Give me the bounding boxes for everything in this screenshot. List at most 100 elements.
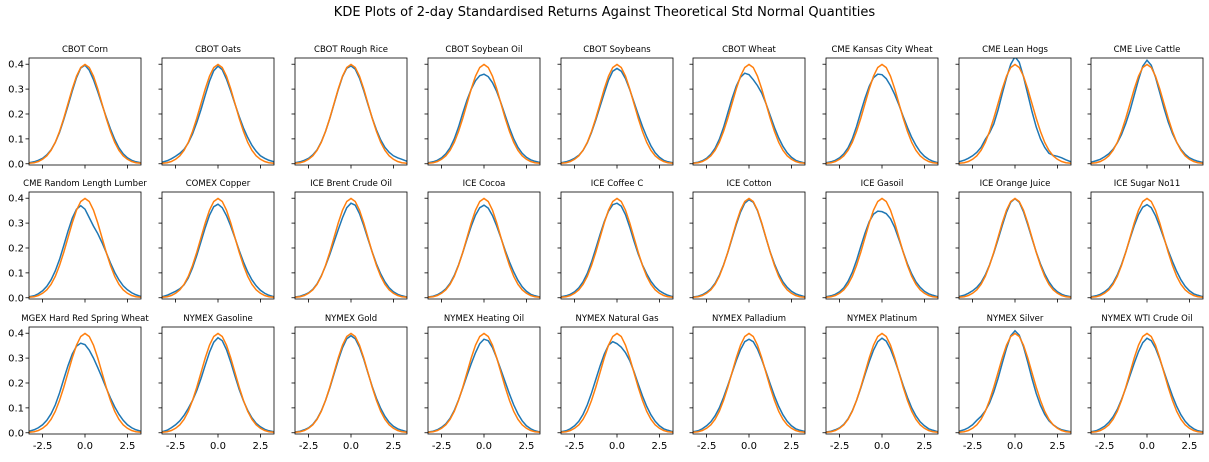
kde-line [295, 202, 407, 298]
x-tick-label: 2.5 [916, 441, 932, 452]
normal-line [959, 332, 1071, 434]
subplot: NYMEX Silver -2.5 0.0 2.5 [955, 314, 1072, 452]
kde-line [826, 210, 938, 298]
x-tick-label: -2.5 [697, 441, 717, 452]
subplot: CME Lean Hogs [955, 45, 1072, 169]
kde-line [29, 64, 141, 164]
subplot: NYMEX Natural Gas -2.5 0.0 2.5 [557, 314, 674, 452]
axes-frame [1090, 57, 1204, 166]
normal-line [428, 197, 540, 299]
y-tick-label: 0.2 [8, 243, 24, 254]
normal-line [561, 63, 673, 165]
axes-frame [825, 326, 939, 435]
axes-frame [692, 191, 806, 300]
normal-line [428, 63, 540, 165]
axes-frame [28, 191, 142, 300]
y-tick-label: 0.3 [8, 85, 24, 96]
subplot: CBOT Wheat [689, 45, 806, 169]
kde-line [693, 338, 805, 433]
x-tick-label: -2.5 [830, 441, 850, 452]
normal-line [826, 197, 938, 299]
kde-line [693, 198, 805, 298]
normal-line [162, 63, 274, 165]
subplot-title: NYMEX Palladium [712, 314, 786, 324]
subplot: NYMEX Heating Oil -2.5 0.0 2.5 [424, 314, 541, 452]
kde-line [561, 340, 673, 433]
normal-line [693, 63, 805, 165]
x-tick-label: 2.5 [783, 441, 799, 452]
kde-line [295, 65, 407, 164]
subplot-title: NYMEX Heating Oil [444, 314, 524, 324]
subplot: CME Kansas City Wheat [822, 45, 939, 169]
kde-line [1091, 59, 1203, 164]
subplot: ICE Gasoil [822, 179, 939, 303]
axes-frame [161, 191, 275, 300]
subplot-title: ICE Cotton [727, 179, 772, 189]
axes-frame [28, 57, 142, 166]
kde-line [162, 203, 274, 298]
subplot-title: NYMEX Gold [325, 314, 377, 324]
subplot: NYMEX Gold -2.5 0.0 2.5 [291, 314, 408, 452]
axes-frame [28, 326, 142, 435]
axes-frame [958, 57, 1072, 166]
subplot: CBOT Oats [158, 45, 275, 169]
kde-line [561, 202, 673, 298]
normal-line [561, 197, 673, 299]
axes-frame [294, 326, 408, 435]
subplot-title: ICE Sugar No11 [1114, 179, 1180, 189]
x-tick-label: 2.5 [385, 441, 401, 452]
subplot: ICE Brent Crude Oil [291, 179, 408, 303]
normal-line [295, 332, 407, 434]
x-tick-label: 0.0 [476, 441, 492, 452]
x-tick-label: 2.5 [1181, 441, 1197, 452]
subplot: ICE Coffee C [557, 179, 674, 303]
subplot: MGEX Hard Red Spring Wheat 0.0 0.1 0.2 0.3 0.… [8, 314, 149, 452]
subplot-title: MGEX Hard Red Spring Wheat [21, 314, 149, 324]
x-tick-label: 0.0 [1007, 441, 1023, 452]
y-tick-label: 0.0 [8, 159, 24, 170]
y-tick-label: 0.4 [8, 194, 24, 205]
x-tick-label: 0.0 [741, 441, 757, 452]
subplot-title: NYMEX Gasoline [183, 314, 253, 324]
axes-frame [1090, 191, 1204, 300]
kde-line [826, 337, 938, 433]
x-tick-label: 0.0 [77, 441, 93, 452]
x-tick-label: 0.0 [1139, 441, 1155, 452]
normal-line [693, 197, 805, 299]
subplot: CBOT Soybean Oil [424, 45, 541, 169]
subplot: COMEX Copper [158, 179, 275, 303]
x-tick-label: 2.5 [518, 441, 534, 452]
axes-frame [692, 326, 806, 435]
subplot-title: NYMEX Natural Gas [575, 314, 659, 324]
kde-line [428, 73, 540, 164]
y-tick-label: 0.3 [8, 354, 24, 365]
normal-line [561, 332, 673, 434]
subplot: CBOT Corn 0.0 0.1 0.2 0.3 0.4 [8, 45, 142, 170]
axes-frame [560, 191, 674, 300]
kde-line [826, 73, 938, 164]
kde-line [29, 204, 141, 298]
y-tick-label: 0.0 [8, 428, 24, 439]
subplot: CBOT Rough Rice [291, 45, 408, 169]
x-tick-label: 2.5 [1049, 441, 1065, 452]
axes-frame [958, 191, 1072, 300]
x-tick-label: -2.5 [166, 441, 186, 452]
kde-line [29, 342, 141, 432]
subplot-title: ICE Orange Juice [980, 179, 1051, 189]
subplot-title: CBOT Corn [62, 45, 108, 55]
subplot-title: NYMEX WTI Crude Oil [1101, 314, 1192, 324]
kde-line [1091, 203, 1203, 298]
kde-line [162, 336, 274, 433]
x-tick-label: 2.5 [651, 441, 667, 452]
kde-line [428, 338, 540, 433]
kde-line [295, 334, 407, 433]
kde-line [959, 197, 1071, 298]
subplot: ICE Sugar No11 [1087, 179, 1204, 303]
subplot-title: CME Live Cattle [1114, 45, 1181, 55]
x-tick-label: 0.0 [210, 441, 226, 452]
kde-line [693, 72, 805, 164]
normal-line [826, 63, 938, 165]
normal-line [162, 197, 274, 299]
x-tick-label: -2.5 [963, 441, 983, 452]
y-tick-label: 0.1 [8, 403, 24, 414]
